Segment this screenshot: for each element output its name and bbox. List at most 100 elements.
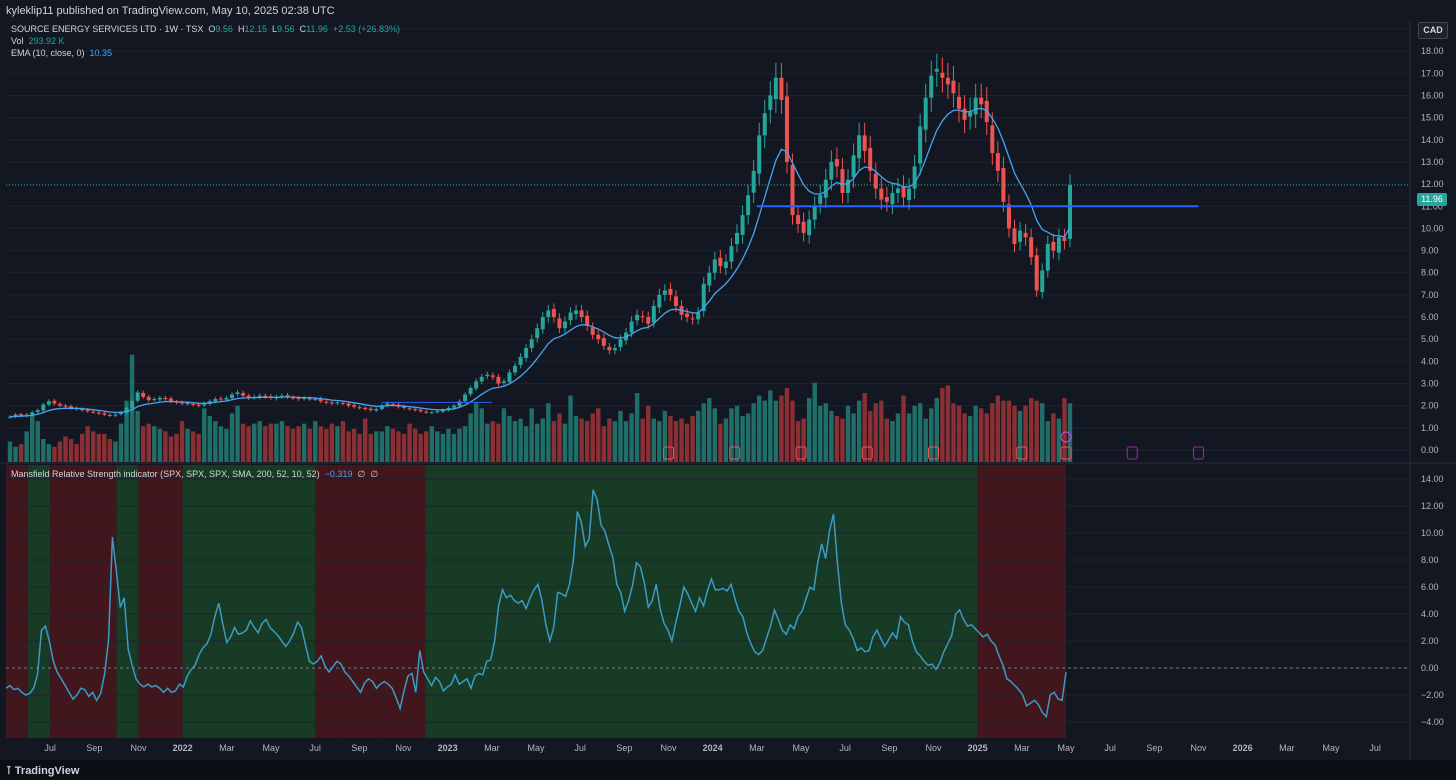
volume-bar <box>152 426 157 462</box>
candle-body <box>424 411 429 413</box>
volume-bar <box>462 426 468 462</box>
volume-bar <box>501 408 507 462</box>
chart-canvas[interactable]: 19.0018.0017.0016.0015.0014.0013.0012.00… <box>0 0 1456 760</box>
volume-bar <box>806 398 812 462</box>
candle-body <box>407 408 412 410</box>
volume-bar <box>723 418 729 462</box>
volume-bar <box>884 418 890 462</box>
volume-bar <box>457 428 462 462</box>
candle-body <box>352 405 357 407</box>
time-tick-label: 2025 <box>968 743 988 753</box>
candle-body <box>895 188 900 193</box>
indicator-legend[interactable]: Mansfield Relative Strength indicator (S… <box>11 469 378 480</box>
volume-bar <box>568 395 573 462</box>
candle-body <box>735 232 740 245</box>
candle-body <box>962 108 967 120</box>
volume-bar <box>135 410 140 462</box>
volume-bar <box>229 413 235 462</box>
volume-bar <box>68 439 74 462</box>
candle-body <box>646 317 651 324</box>
price-tick-label: 10.00 <box>1421 223 1444 233</box>
candle-body <box>1012 228 1017 244</box>
price-tick-label: 1.00 <box>1421 423 1439 433</box>
volume-bar <box>1001 400 1006 462</box>
currency-badge[interactable]: CAD <box>1418 22 1448 39</box>
volume-bar <box>218 426 224 462</box>
candle-body <box>657 294 662 308</box>
tv-icon: ⊺ <box>6 765 15 777</box>
candle-body <box>1006 204 1011 229</box>
ema-value: 10.35 <box>89 48 113 58</box>
candle-body <box>612 348 617 351</box>
candle-body <box>629 321 634 333</box>
candle-body <box>41 404 46 411</box>
rs-tick-label: 8.00 <box>1421 555 1439 565</box>
price-tick-label: 5.00 <box>1421 334 1439 344</box>
volume-row[interactable]: Vol 293.92 K <box>11 35 400 47</box>
candle-body <box>940 72 945 78</box>
volume-bar <box>623 421 629 462</box>
volume-bar <box>1056 418 1062 462</box>
candle-body <box>135 392 140 401</box>
candle-body <box>241 392 246 396</box>
candle-body <box>551 309 556 318</box>
candle-body <box>402 406 407 408</box>
last-price-tag: 11.96 <box>1417 193 1447 206</box>
candle-body <box>568 312 573 321</box>
time-tick-label: 2026 <box>1233 743 1253 753</box>
volume-bar <box>629 413 634 462</box>
candle-body <box>513 365 518 373</box>
candle-body <box>807 219 812 236</box>
candle-body <box>757 135 762 174</box>
candle-body <box>180 402 185 404</box>
candle-body <box>995 153 1000 171</box>
rs-zone-bear <box>138 465 183 738</box>
candle-body <box>113 414 118 416</box>
volume-bar <box>324 428 329 462</box>
rs-tick-label: 12.00 <box>1421 501 1444 511</box>
volume-bar <box>374 431 379 462</box>
volume-bar <box>468 413 473 462</box>
earnings-marker <box>663 446 674 460</box>
time-tick-label: May <box>1322 743 1340 753</box>
volume-bar <box>851 413 856 462</box>
candle-body <box>501 381 506 383</box>
time-tick-label: Sep <box>881 743 897 753</box>
volume-bar <box>540 418 545 462</box>
volume-bar <box>757 395 762 462</box>
candle-body <box>46 401 51 405</box>
ema-row[interactable]: EMA (10, close, 0) 10.35 <box>11 47 400 59</box>
candle-body <box>1040 270 1045 293</box>
low-value: 9.56 <box>277 24 295 34</box>
volume-bar <box>301 423 307 462</box>
volume-bar <box>990 403 995 462</box>
volume-bar <box>29 416 35 462</box>
volume-bar <box>401 433 407 462</box>
tradingview-logo[interactable]: ⊺ TradingView <box>6 764 79 777</box>
volume-bar <box>1023 405 1028 462</box>
dividend-marker <box>1060 431 1072 443</box>
volume-bar <box>313 421 318 462</box>
volume-bar <box>912 405 917 462</box>
volume-bar <box>651 418 656 462</box>
candle-body <box>8 416 12 418</box>
volume-bar <box>790 400 795 462</box>
candle-body <box>945 77 950 85</box>
volume-bar <box>507 416 512 462</box>
volume-bar <box>801 418 806 462</box>
candle-body <box>263 395 268 397</box>
volume-bar <box>396 431 401 462</box>
candle-body <box>607 346 612 351</box>
candle-body <box>374 409 379 411</box>
volume-bar <box>562 423 568 462</box>
volume-bar <box>890 421 895 462</box>
volume-bar <box>612 421 618 462</box>
price-tick-label: 12.00 <box>1421 179 1444 189</box>
candle-body <box>596 334 601 340</box>
volume-bar <box>24 431 29 462</box>
candle-body <box>291 397 296 399</box>
symbol-label[interactable]: SOURCE ENERGY SERVICES LTD · 1W · TSX <box>11 24 204 34</box>
rs-tick-label: 10.00 <box>1421 528 1444 538</box>
candle-body <box>1045 243 1050 271</box>
price-tick-label: 15.00 <box>1421 113 1444 123</box>
